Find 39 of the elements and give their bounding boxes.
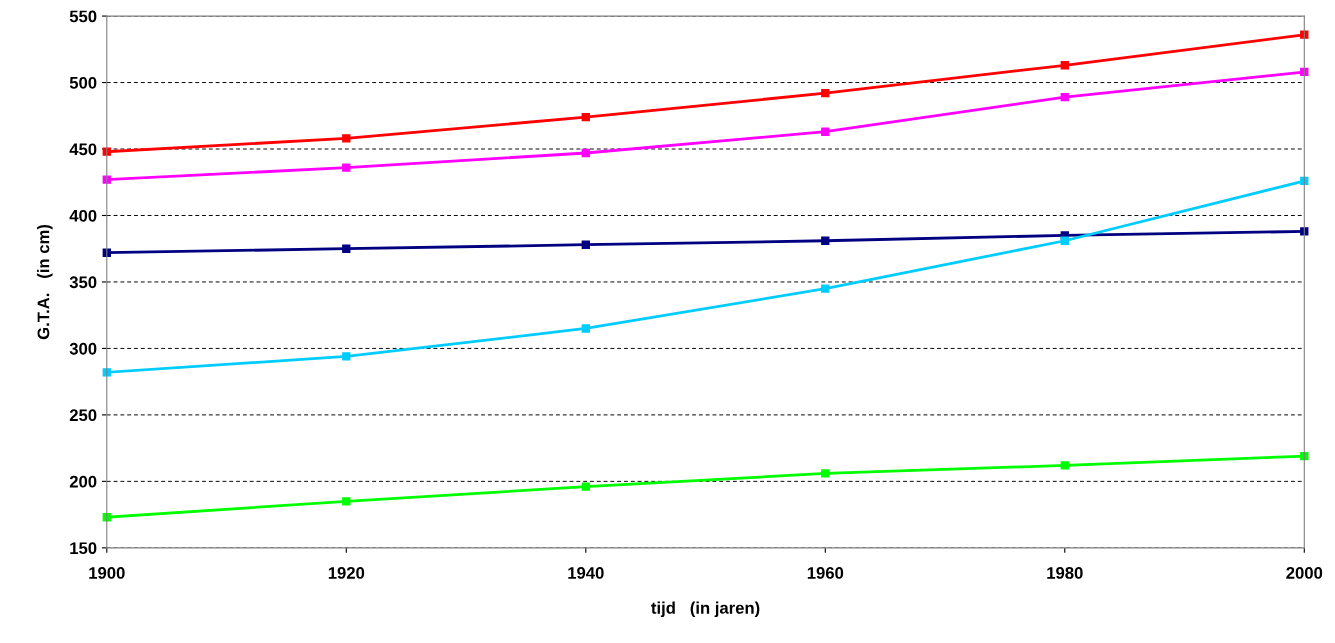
point [581, 112, 590, 122]
point [1060, 61, 1069, 70]
point [342, 134, 351, 143]
point [342, 352, 351, 361]
point [1300, 227, 1309, 236]
point [342, 244, 351, 253]
point [581, 324, 590, 333]
point [102, 175, 111, 184]
point [821, 284, 830, 293]
y-tick-label: 450 [69, 143, 97, 156]
y-tick-label: 350 [69, 276, 97, 289]
point [1060, 461, 1069, 470]
x-axis-title: tijd (in jaren) [651, 601, 760, 618]
y-tick-label: 500 [69, 76, 97, 89]
point [581, 482, 590, 491]
x-tick-label: 1900 [89, 567, 125, 579]
y-axis-title: G.T.A. (in cm) [37, 224, 53, 340]
y-tick-label: 250 [69, 409, 97, 422]
point [1060, 236, 1069, 245]
point [821, 89, 830, 98]
y-tick-label: 400 [69, 209, 97, 222]
x-tick-label: 1980 [1047, 567, 1083, 579]
point [821, 469, 830, 478]
point [102, 368, 111, 377]
x-tick-label: 1940 [568, 567, 604, 579]
point [821, 236, 830, 245]
point [581, 240, 590, 249]
y-tick-label: 200 [69, 475, 97, 488]
y-tick-label: 300 [69, 342, 97, 355]
point [342, 163, 351, 172]
point [581, 148, 590, 158]
x-tick-label: 1960 [807, 567, 844, 579]
point [1060, 93, 1069, 102]
y-tick-label: 150 [70, 542, 97, 555]
point [342, 497, 351, 506]
x-tick-label: 1920 [328, 567, 365, 579]
point [821, 127, 830, 136]
x-tick-label: 2000 [1286, 567, 1323, 579]
y-tick-label: 550 [69, 10, 97, 23]
